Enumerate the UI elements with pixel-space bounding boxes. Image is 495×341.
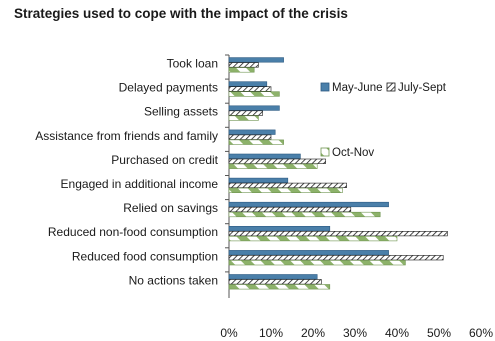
bar-may-june-selling-assets [228, 105, 280, 111]
bar-july-sept-delayed-payments [228, 86, 272, 92]
bar-may-june-delayed-payments [228, 81, 268, 87]
plot-area [225, 54, 448, 298]
bar-july-sept-selling-assets [228, 110, 263, 116]
legend-swatch-july-sept [386, 82, 396, 92]
category-label-purchased-on-credit: Purchased on credit [111, 153, 218, 167]
legend: May-June July-Sept Oct-Nov [320, 82, 447, 159]
bar-july-sept-took-loan [228, 62, 259, 68]
bar-july-sept-reduced-non-food-consumption [228, 231, 448, 237]
legend-label-july-sept: July-Sept [398, 82, 447, 94]
category-label-reduced-non-food-consumption: Reduced non-food consumption [48, 225, 218, 239]
chart-title: Strategies used to cope with the impact … [14, 6, 348, 21]
category-label-assistance-from-friends-and-family: Assistance from friends and family [35, 129, 218, 143]
category-label-relied-on-savings: Relied on savings [123, 201, 218, 215]
category-label-no-actions-taken: No actions taken [129, 273, 218, 287]
x-tick-label-10-1: 10% [259, 326, 283, 340]
bar-july-sept-assistance-from-friends-and-family [228, 134, 272, 140]
bar-may-june-reduced-non-food-consumption [228, 226, 331, 232]
bar-july-sept-relied-on-savings [228, 206, 352, 213]
x-axis-ticks: 0% 10% 20% 30% 40% 50% 60% [220, 326, 493, 340]
bar-may-june-purchased-on-credit [228, 153, 301, 159]
category-label-selling-assets: Selling assets [144, 105, 218, 119]
x-tick-label-20-2: 20% [301, 326, 325, 340]
bar-oct-nov-reduced-non-food-consumption [228, 236, 398, 242]
x-tick-label-60-6: 60% [469, 326, 493, 340]
bar-july-sept-reduced-food-consumption [228, 255, 444, 261]
bar-oct-nov-took-loan [228, 67, 255, 73]
x-tick-label-30-3: 30% [343, 326, 367, 340]
bar-may-june-engaged-in-additional-income [228, 177, 289, 184]
bar-may-june-reduced-food-consumption [228, 250, 389, 256]
bar-july-sept-engaged-in-additional-income [228, 182, 347, 189]
legend-label-may-june: May-June [332, 82, 383, 94]
legend-swatch-may-june [320, 82, 330, 92]
x-tick-label-50-5: 50% [427, 326, 451, 340]
bar-may-june-took-loan [228, 57, 284, 63]
bar-oct-nov-assistance-from-friends-and-family [228, 139, 284, 145]
legend-swatch-oct-nov [320, 147, 330, 157]
bar-oct-nov-no-actions-taken [228, 284, 331, 290]
bar-may-june-assistance-from-friends-and-family [228, 129, 276, 135]
category-label-delayed-payments: Delayed payments [119, 81, 218, 95]
x-tick-label-0-0: 0% [220, 326, 238, 340]
category-labels: Took loan Delayed payments Selling assets A… [35, 57, 218, 288]
x-tick-label-40-4: 40% [385, 326, 409, 340]
bar-july-sept-no-actions-taken [228, 279, 322, 285]
legend-label-oct-nov: Oct-Nov [332, 147, 374, 159]
category-label-reduced-food-consumption: Reduced food consumption [72, 249, 218, 263]
bar-oct-nov-delayed-payments [228, 91, 280, 97]
bar-oct-nov-engaged-in-additional-income [228, 187, 343, 194]
bar-may-june-no-actions-taken [228, 274, 318, 280]
bar-may-june-relied-on-savings [228, 201, 389, 208]
bar-july-sept-purchased-on-credit [228, 158, 326, 164]
category-label-engaged-in-additional-income: Engaged in additional income [61, 177, 219, 191]
bar-oct-nov-purchased-on-credit [228, 163, 318, 169]
category-label-took-loan: Took loan [167, 57, 218, 71]
bar-oct-nov-relied-on-savings [228, 211, 381, 218]
bar-oct-nov-selling-assets [228, 115, 259, 121]
bar-oct-nov-reduced-food-consumption [228, 260, 406, 266]
